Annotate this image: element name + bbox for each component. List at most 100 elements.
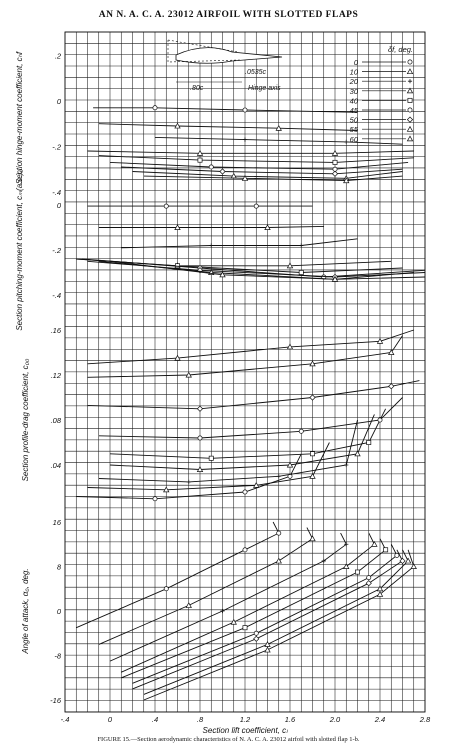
x-tick-label: 1.2 bbox=[240, 715, 251, 724]
data-point bbox=[197, 435, 203, 441]
x-axis-label: Section lift coefficient, cₗ bbox=[203, 726, 289, 735]
legend-entry-label: 40 bbox=[350, 96, 359, 105]
y-tick-label: -.2 bbox=[52, 142, 62, 151]
data-point bbox=[275, 557, 282, 564]
series-line bbox=[87, 329, 414, 365]
data-point bbox=[406, 68, 414, 75]
series-line bbox=[93, 107, 358, 113]
series-line bbox=[87, 442, 330, 491]
data-point bbox=[185, 371, 192, 378]
x-tick-label: 2.0 bbox=[329, 715, 341, 724]
series-line bbox=[132, 171, 403, 179]
data-point bbox=[209, 243, 214, 248]
data-point bbox=[355, 569, 360, 575]
series-line bbox=[87, 150, 414, 154]
data-point bbox=[344, 542, 349, 547]
data-point bbox=[152, 496, 158, 502]
data-point bbox=[407, 59, 413, 65]
y-tick-label: -.4 bbox=[52, 188, 61, 197]
chart-curves bbox=[76, 105, 426, 701]
chart-labels: .2 0 -.2 -.4 Section hinge-moment coefficien… bbox=[15, 51, 431, 735]
y-axis-label: Angle of attack, α₀, deg. bbox=[21, 568, 30, 654]
data-point bbox=[286, 262, 294, 269]
series-line bbox=[154, 136, 403, 145]
data-point bbox=[163, 486, 170, 493]
y-axis-label: Section pitching-moment coefficient, cₘ(… bbox=[15, 169, 24, 331]
airfoil-outline bbox=[175, 47, 283, 64]
legend-entry-label: 20 bbox=[349, 77, 359, 86]
data-point bbox=[152, 105, 158, 111]
data-point bbox=[208, 164, 214, 170]
data-point bbox=[394, 552, 400, 558]
data-point bbox=[242, 107, 248, 113]
flap-dashed-outline bbox=[167, 39, 241, 63]
y-tick-label: -8 bbox=[54, 652, 61, 661]
data-point bbox=[410, 563, 417, 569]
x-tick-label: .8 bbox=[197, 715, 204, 724]
y-axis-label: Section profile-drag coefficient, c₀₀ bbox=[21, 358, 30, 481]
series-line bbox=[121, 238, 358, 249]
airfoil-inset: .80c .0535c Hinge axis bbox=[167, 39, 283, 92]
y-tick-label: .2 bbox=[55, 51, 62, 60]
data-point bbox=[275, 124, 282, 131]
inset-chord-label: .80c bbox=[190, 85, 204, 92]
series-line bbox=[81, 258, 426, 278]
series-line bbox=[98, 123, 358, 131]
data-point bbox=[371, 540, 378, 547]
data-point bbox=[331, 149, 339, 156]
plot-frame bbox=[64, 31, 426, 713]
data-point bbox=[388, 349, 395, 355]
legend-entry-label: 60 bbox=[350, 135, 359, 144]
series-line bbox=[109, 161, 409, 170]
data-point bbox=[196, 405, 204, 412]
data-point bbox=[407, 79, 413, 84]
data-point bbox=[366, 575, 372, 581]
data-point bbox=[299, 243, 304, 248]
y-tick-label: 0 bbox=[57, 607, 62, 616]
x-tick-label: 2.4 bbox=[374, 715, 385, 724]
data-point bbox=[186, 479, 191, 484]
y-tick-label: -.4 bbox=[52, 291, 61, 300]
y-tick-label: 16 bbox=[53, 518, 62, 527]
x-tick-label: 2.8 bbox=[419, 715, 431, 724]
data-point bbox=[219, 271, 226, 278]
inset-gap-label: .0535c bbox=[245, 69, 267, 76]
data-point bbox=[399, 557, 406, 565]
y-tick-label: -.2 bbox=[52, 246, 62, 255]
legend-entry-label: 55 bbox=[350, 125, 359, 134]
legend-entry-label: 50 bbox=[350, 116, 359, 125]
data-point bbox=[388, 383, 395, 390]
data-point bbox=[220, 608, 225, 614]
data-point bbox=[331, 170, 339, 177]
series-line bbox=[109, 408, 387, 459]
data-point bbox=[406, 125, 414, 132]
data-point bbox=[163, 586, 169, 592]
x-tick-label: .4 bbox=[152, 715, 158, 724]
data-point bbox=[185, 602, 192, 608]
data-point bbox=[242, 625, 248, 631]
legend-entry-label: 45 bbox=[350, 106, 359, 115]
data-point bbox=[309, 394, 316, 401]
data-point bbox=[242, 489, 248, 495]
data-point bbox=[163, 203, 169, 209]
data-point bbox=[208, 455, 214, 461]
data-point bbox=[406, 135, 414, 142]
data-point bbox=[197, 157, 203, 163]
series-line bbox=[109, 532, 347, 662]
series-line bbox=[121, 532, 375, 673]
x-tick-label: 0 bbox=[108, 715, 113, 724]
data-point bbox=[309, 360, 316, 367]
legend-entry-label: 0 bbox=[354, 58, 359, 67]
data-point bbox=[310, 451, 315, 457]
data-point bbox=[242, 137, 248, 142]
series-line bbox=[121, 166, 403, 175]
data-point bbox=[241, 175, 249, 181]
data-point bbox=[286, 343, 294, 350]
data-point bbox=[407, 107, 413, 113]
data-point bbox=[242, 547, 248, 553]
legend-entry-label: 30 bbox=[350, 87, 359, 96]
data-point bbox=[366, 440, 372, 445]
data-point bbox=[343, 563, 350, 569]
chart-grid bbox=[64, 31, 426, 713]
data-point bbox=[309, 535, 316, 542]
